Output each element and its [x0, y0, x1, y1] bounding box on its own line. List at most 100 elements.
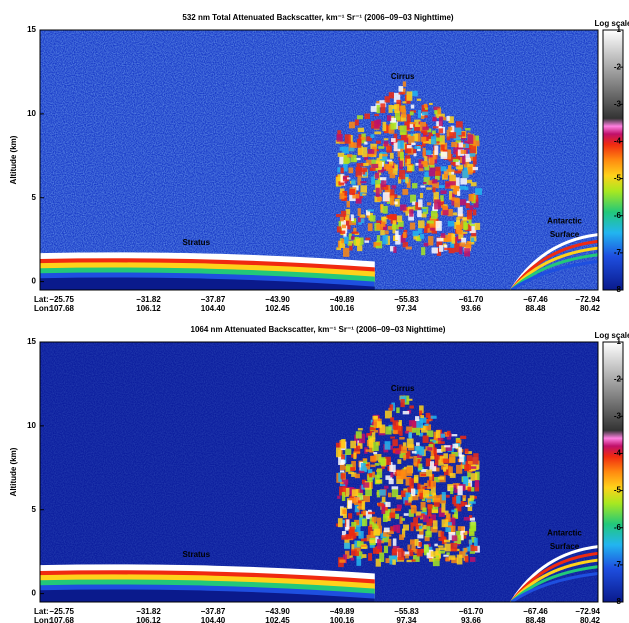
cirrus [400, 131, 408, 141]
cirrus [446, 136, 450, 141]
cirrus [450, 542, 458, 552]
cirrus [360, 462, 366, 471]
cirrus [420, 473, 427, 476]
cirrus [411, 90, 418, 97]
cirrus [339, 141, 345, 144]
cirrus [360, 538, 368, 542]
cirrus [362, 169, 366, 175]
lon-tick-label: 104.40 [201, 616, 226, 623]
cirrus [375, 187, 380, 197]
cirrus [392, 559, 396, 565]
cirrus [373, 430, 379, 433]
cirrus [354, 445, 361, 455]
cirrus [414, 489, 419, 494]
lon-tick-label: 97.34 [396, 616, 417, 623]
cirrus [438, 537, 446, 541]
cirrus [416, 549, 423, 557]
cirrus [451, 141, 458, 148]
cirrus [432, 520, 438, 529]
cirrus [456, 464, 463, 474]
cirrus [468, 460, 473, 465]
cirrus [392, 538, 397, 546]
cirrus [401, 446, 408, 454]
cirrus [379, 457, 386, 466]
cirrus [376, 421, 382, 428]
cirrus [376, 468, 383, 478]
cirrus [443, 458, 450, 464]
cirrus [339, 216, 344, 222]
cirrus [457, 213, 464, 220]
lat-tick-label: −72.94 [575, 607, 600, 616]
cirrus [406, 145, 412, 149]
cirrus [397, 116, 404, 122]
cirrus [421, 111, 429, 116]
cirrus [382, 235, 388, 245]
cirrus [461, 144, 466, 148]
cirrus [471, 487, 475, 492]
cirrus [399, 105, 406, 112]
cirrus [426, 222, 430, 229]
cirrus [355, 167, 362, 177]
cirrus [421, 104, 428, 114]
cirrus [355, 193, 362, 204]
cirrus [432, 150, 437, 160]
cirrus [340, 188, 345, 194]
cirrus [395, 450, 401, 455]
cirrus [399, 534, 404, 540]
cirrus [472, 140, 480, 147]
cirrus [469, 205, 474, 212]
cirrus [448, 126, 453, 131]
cirrus [456, 495, 461, 504]
cirrus [427, 415, 433, 421]
cirrus [435, 220, 442, 231]
cirrus [382, 192, 390, 202]
cirrus [465, 158, 471, 162]
cirrus [435, 430, 441, 438]
cirrus [372, 146, 377, 156]
cirrus [459, 156, 463, 164]
cirrus [474, 480, 480, 488]
cirrus [453, 484, 459, 489]
cirrus [358, 500, 364, 504]
cirrus [395, 230, 399, 241]
cirrus [357, 208, 361, 216]
cirrus [342, 176, 348, 180]
cirrus [417, 210, 422, 218]
cirrus [355, 238, 360, 246]
cirrus [460, 501, 464, 507]
cirrus [373, 451, 378, 455]
cirrus [430, 415, 437, 419]
lat-tick-label: −43.90 [265, 295, 290, 304]
cirrus [469, 501, 476, 504]
cirrus [396, 407, 400, 414]
cirrus [423, 544, 429, 553]
cirrus [431, 247, 438, 254]
cirrus [369, 473, 373, 478]
surface [510, 259, 598, 290]
cirrus [410, 522, 414, 532]
cirrus [341, 531, 347, 538]
cirrus [373, 425, 379, 429]
cirrus [464, 555, 469, 563]
cirrus [469, 224, 476, 227]
cirrus [467, 134, 474, 144]
cirrus [418, 541, 422, 547]
cirrus [412, 230, 419, 237]
cirrus [462, 501, 468, 507]
cirrus [404, 430, 409, 434]
cirrus [365, 511, 372, 520]
cirrus [409, 456, 414, 459]
cirrus [364, 141, 368, 145]
cirrus [430, 526, 438, 533]
cirrus [471, 536, 476, 543]
cirrus [418, 525, 423, 529]
cirrus [424, 156, 428, 166]
cirrus [398, 92, 405, 95]
cirrus [416, 98, 422, 101]
cirrus [407, 409, 412, 414]
cirrus [447, 221, 455, 227]
cirrus [389, 152, 394, 159]
cirrus [339, 146, 344, 151]
cirrus [443, 467, 447, 472]
cirrus [366, 136, 372, 142]
